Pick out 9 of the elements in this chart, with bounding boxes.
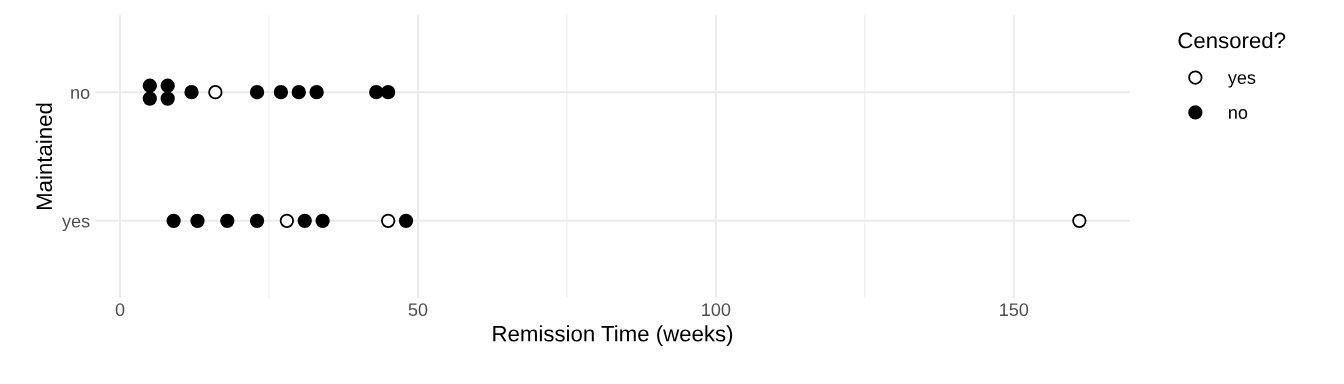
legend-label: yes: [1227, 74, 1256, 88]
x-tick-label: 150: [1000, 303, 1029, 317]
legend-title: Censored?: [1178, 32, 1286, 49]
x-axis-title: Remission Time (weeks): [493, 325, 733, 346]
x-tick-label: 0: [115, 303, 125, 317]
x-tick-label: 50: [408, 303, 428, 317]
y-axis-title: Maintained: [35, 103, 53, 210]
legend-label: no: [1229, 109, 1248, 119]
x-tick-label: 100: [702, 303, 731, 317]
